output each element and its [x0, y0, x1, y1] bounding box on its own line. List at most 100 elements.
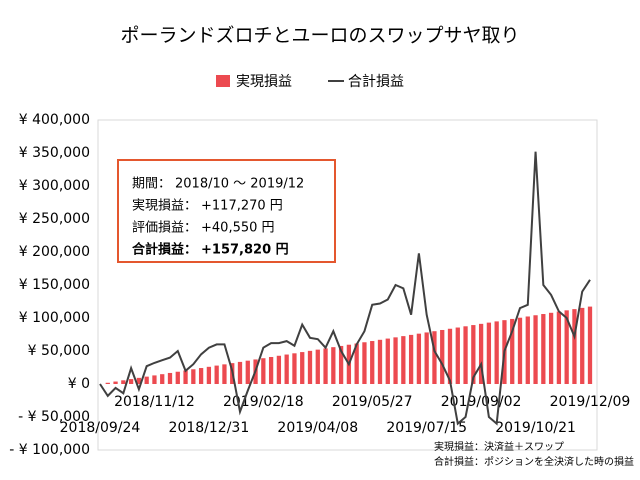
- bar: [268, 356, 274, 384]
- bar: [587, 306, 593, 384]
- bar: [105, 382, 110, 384]
- bar: [455, 327, 460, 384]
- bar: [128, 379, 134, 384]
- line: [99, 151, 591, 426]
- plot-frame: [97, 119, 598, 451]
- y-tick-label: ¥ 350,000: [19, 145, 90, 161]
- bar: [222, 364, 227, 384]
- bar: [245, 360, 250, 384]
- bar: [152, 375, 157, 384]
- x-tick-label: 2018/09/24: [60, 420, 141, 436]
- bar: [447, 328, 453, 384]
- y-tick-label: ¥ 50,000: [28, 343, 90, 359]
- summary-value: +117,270 円: [201, 199, 283, 214]
- summary-label: 評価損益：: [132, 221, 197, 236]
- bar: [517, 317, 523, 384]
- bar: [385, 338, 390, 384]
- bar: [315, 349, 320, 384]
- bar: [432, 331, 437, 384]
- x-tick-label: 2019/10/21: [495, 420, 576, 436]
- bar: [292, 353, 297, 384]
- bar: [323, 348, 328, 384]
- bar: [331, 347, 336, 384]
- y-tick-label: ¥ 400,000: [19, 112, 90, 128]
- bar: [167, 372, 173, 384]
- y-tick-label: ¥ 100,000: [19, 310, 90, 326]
- summary-value: +157,820 円: [201, 243, 289, 258]
- bar: [471, 325, 476, 384]
- bar: [284, 354, 289, 384]
- y-tick-label: - ¥ 100,000: [9, 442, 90, 458]
- x-tick-label: 2019/09/02: [441, 394, 522, 410]
- bar: [556, 311, 562, 384]
- bar: [486, 322, 492, 384]
- bar: [533, 315, 538, 384]
- bar: [393, 337, 398, 384]
- bar: [354, 343, 359, 384]
- y-tick-label: ¥ 0: [68, 376, 90, 392]
- summary-value: +40,550 円: [201, 221, 275, 236]
- bar: [408, 334, 414, 384]
- bar: [206, 366, 212, 384]
- bar: [160, 374, 165, 384]
- y-tick-label: ¥ 300,000: [19, 178, 90, 194]
- x-tick-label: 2019/05/27: [332, 394, 413, 410]
- y-tick-label: ¥ 150,000: [19, 277, 90, 293]
- bar: [416, 333, 422, 384]
- bar: [377, 339, 383, 384]
- bar: [494, 321, 499, 384]
- bar: [237, 361, 243, 384]
- bar: [191, 369, 196, 384]
- bar: [525, 316, 530, 384]
- bar: [300, 352, 305, 384]
- bar: [541, 314, 546, 384]
- summary-box: [117, 159, 336, 263]
- bar: [564, 310, 569, 384]
- plot-area: - ¥ 100,000 - ¥ 50,000 ¥ 0 ¥ 50,000 ¥ 100,00…: [9, 112, 630, 458]
- bar: [183, 370, 188, 384]
- summary-value: 2018/10 〜 2019/12: [175, 177, 304, 192]
- x-tick-label: 2019/02/18: [223, 394, 304, 410]
- summary-label: 合計損益：: [132, 242, 197, 258]
- bar: [175, 371, 180, 384]
- x-tick-label: 2019/07/15: [386, 420, 467, 436]
- bar: [121, 380, 126, 384]
- x-tick-label: 2018/12/31: [169, 420, 250, 436]
- y-tick-label: ¥ 200,000: [19, 244, 90, 260]
- bar: [276, 355, 282, 384]
- bar: [338, 345, 344, 384]
- bar: [401, 336, 406, 384]
- footnote: 合計損益：ポジションを全決済した時の損益: [434, 455, 634, 468]
- bar: [113, 381, 118, 384]
- x-tick-label: 2018/11/12: [114, 394, 195, 410]
- bar: [261, 358, 266, 384]
- bar: [478, 323, 484, 384]
- bar: [510, 318, 515, 384]
- bar: [572, 309, 577, 384]
- summary-label: 実現損益：: [132, 198, 197, 214]
- chart-title: ポーランドズロチとユーロのスワップサヤ取り: [120, 25, 519, 47]
- bar: [440, 329, 445, 384]
- legend-label: 実現損益: [236, 74, 292, 90]
- bar: [214, 365, 219, 384]
- footnote: 実現損益：決済益＋スワップ: [434, 440, 564, 453]
- bar: [307, 350, 313, 384]
- bar: [370, 341, 375, 384]
- y-tick-label: - ¥ 50,000: [18, 409, 90, 425]
- legend-swatch: [216, 75, 230, 87]
- legend: 実現損益 合計損益: [216, 74, 404, 90]
- summary-label: 期間：: [132, 177, 171, 192]
- bar: [144, 376, 149, 384]
- bar: [580, 307, 585, 384]
- x-tick-label: 2019/04/08: [277, 420, 358, 436]
- y-tick-label: ¥ 250,000: [19, 211, 90, 227]
- bar: [463, 326, 468, 384]
- bar: [362, 342, 367, 384]
- bar: [424, 332, 429, 384]
- bar: [198, 368, 204, 384]
- summary: 期間： 2018/10 〜 2019/12 実現損益： +117,270 円評価損益：…: [132, 177, 304, 258]
- bar: [136, 377, 142, 384]
- x-tick-label: 2019/12/09: [550, 394, 631, 410]
- bar: [548, 312, 554, 384]
